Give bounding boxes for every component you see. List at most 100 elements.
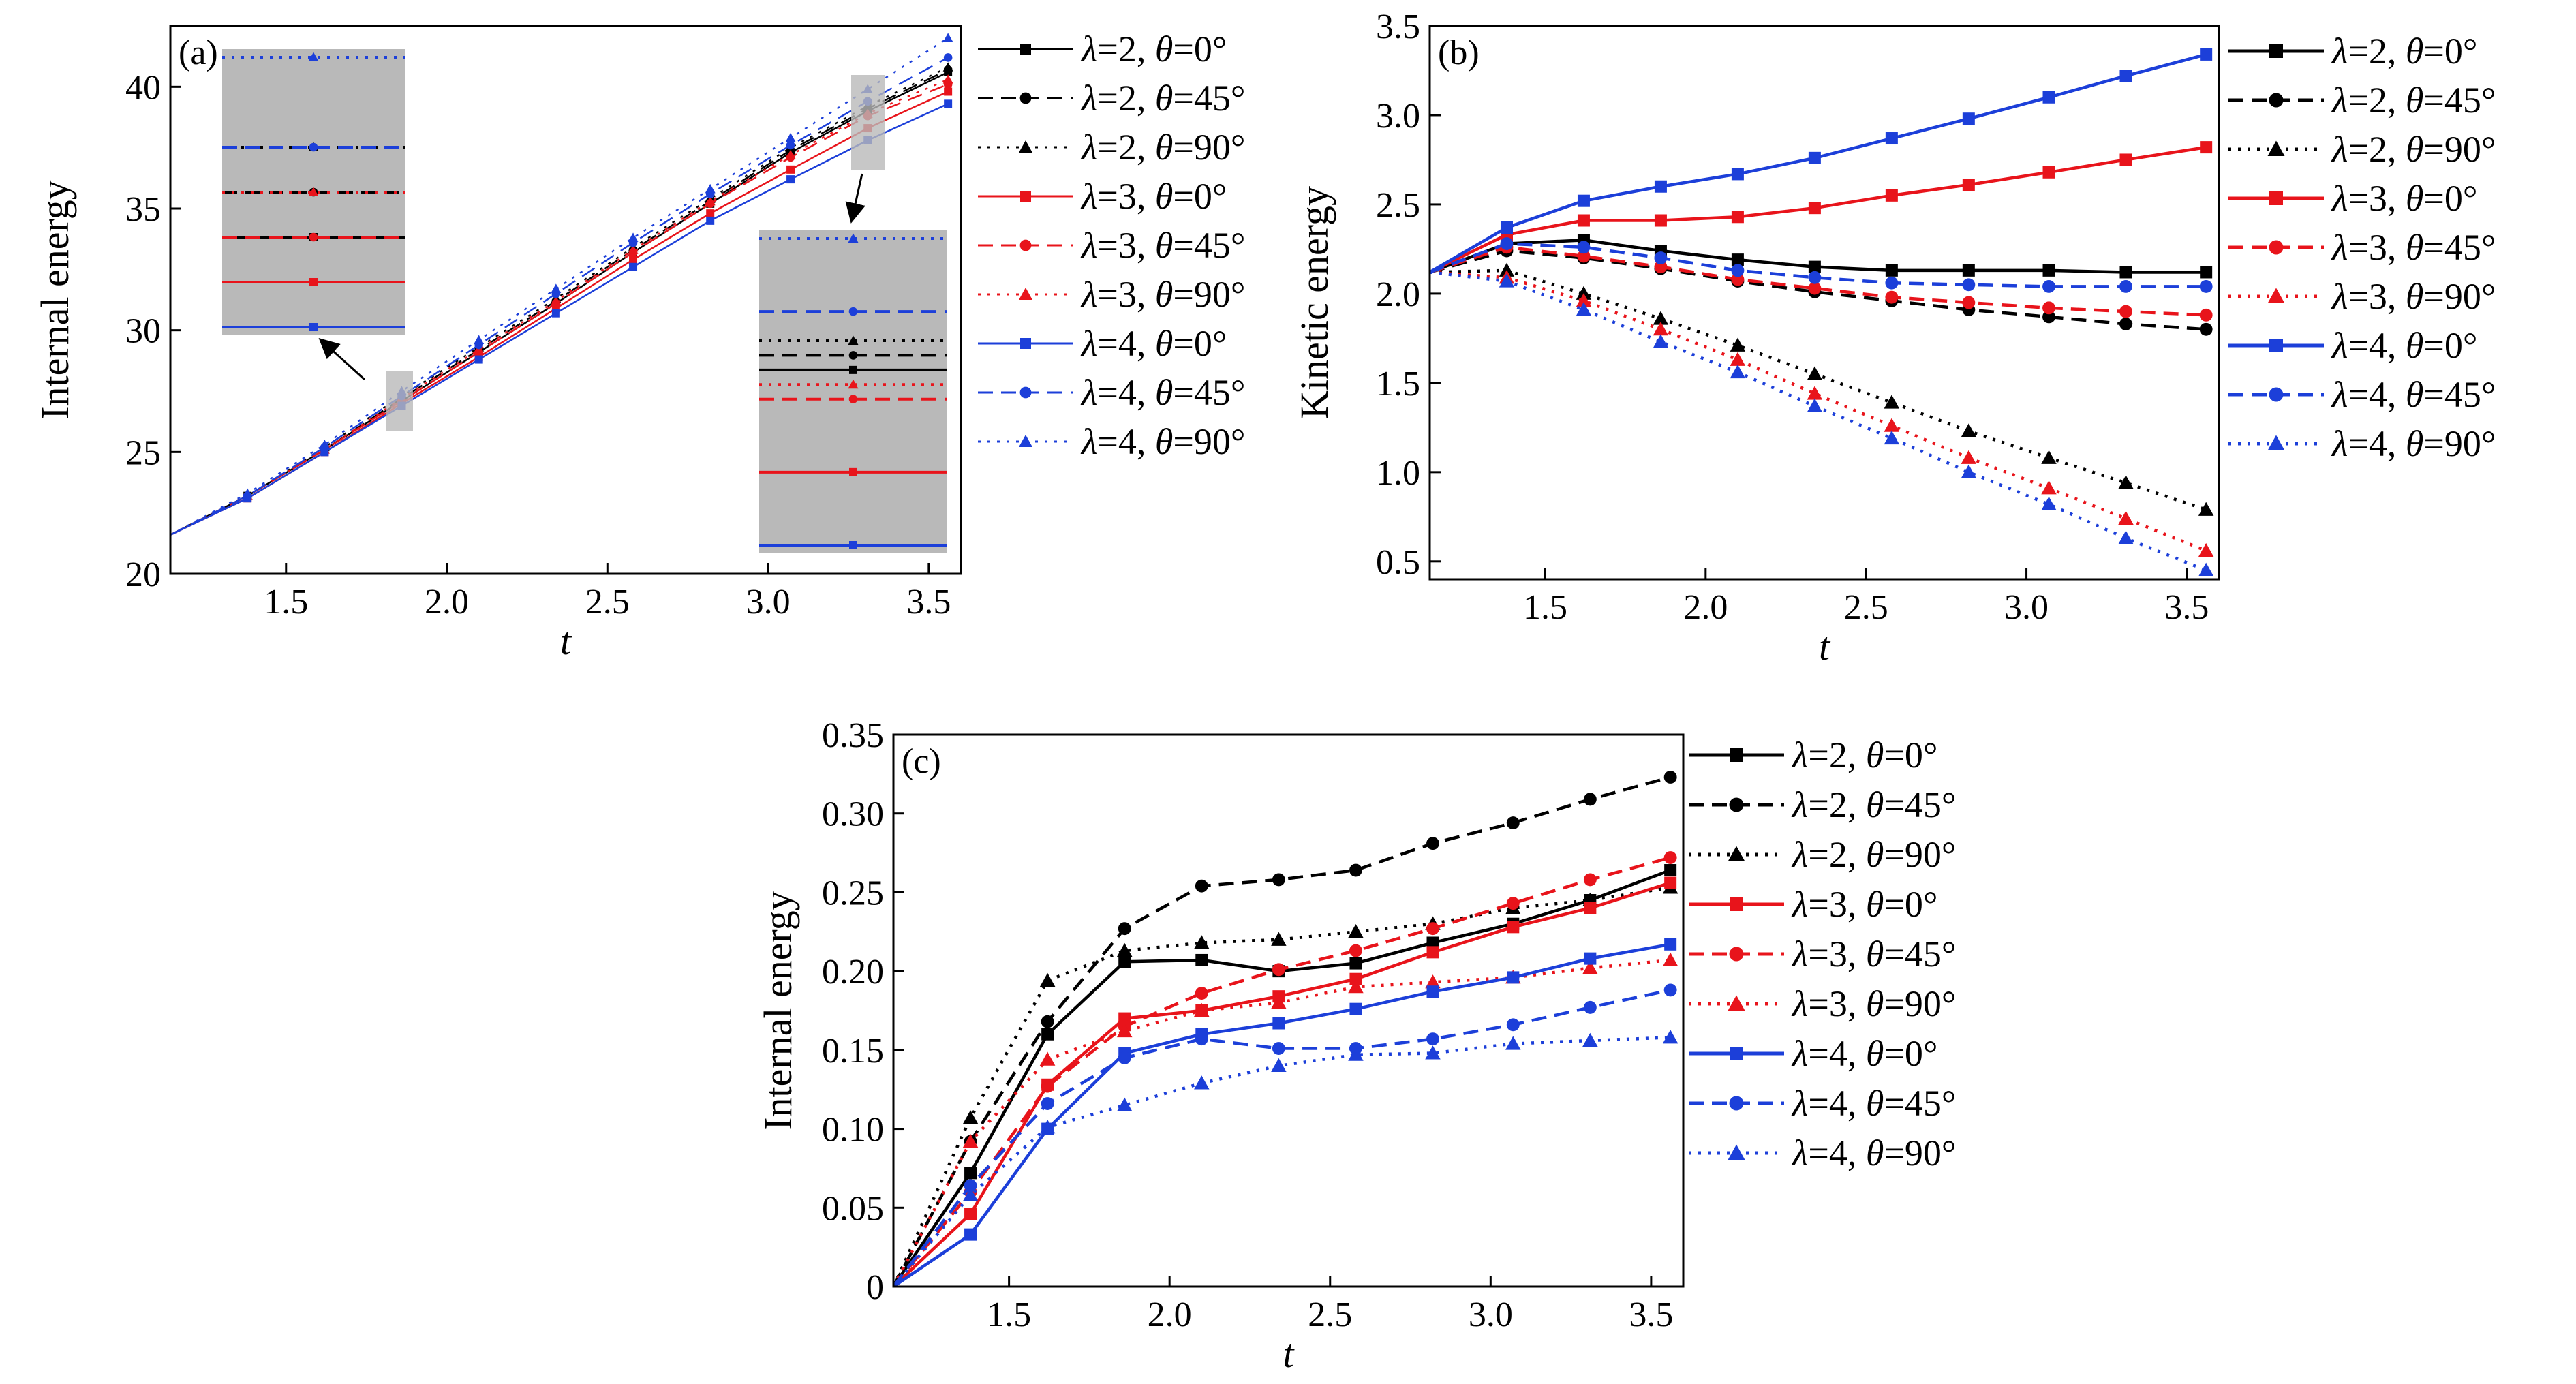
legend-marker-a-7 xyxy=(1019,386,1032,399)
data-point-b-5-5 xyxy=(1807,386,1823,400)
data-point-a-5-6 xyxy=(628,245,639,254)
series-line-b-8 xyxy=(1430,271,2207,572)
data-point-b-7-6 xyxy=(1885,276,1899,290)
data-point-c-5-6 xyxy=(1348,979,1364,994)
plot-frame-c xyxy=(892,733,1685,1288)
y-tick-label-c-7: 0.35 xyxy=(822,716,884,755)
y-tick-label-a-1: 25 xyxy=(125,433,161,472)
data-point-c-3-10 xyxy=(1664,876,1677,889)
data-point-c-8-6 xyxy=(1348,1047,1364,1061)
legend-label-c-8: λ=4, θ=90° xyxy=(1791,1133,1956,1173)
data-point-c-4-7 xyxy=(1426,922,1439,936)
x-axis-label-a: t xyxy=(560,619,572,663)
data-point-c-6-6 xyxy=(1349,1002,1362,1015)
data-point-b-8-7 xyxy=(1961,464,1977,478)
data-point-b-2-2 xyxy=(1576,286,1592,300)
data-point-b-0-7 xyxy=(1962,264,1975,277)
legend-label-b-7: λ=4, θ=45° xyxy=(2331,374,2496,415)
series-line-b-4 xyxy=(1430,245,2207,317)
zoom-inset-right-marker-5 xyxy=(848,379,859,389)
legend-marker-c-6 xyxy=(1730,1047,1743,1060)
data-point-b-5-9 xyxy=(2118,510,2134,525)
y-tick-label-b-6: 3.5 xyxy=(1376,7,1420,46)
series-line-b-1 xyxy=(1430,249,2207,331)
y-tick-label-b-3: 2.0 xyxy=(1376,275,1420,314)
legend-marker-b-7 xyxy=(2269,387,2284,402)
series-line-b-2 xyxy=(1430,268,2207,511)
data-point-c-2-5 xyxy=(1271,932,1287,946)
data-point-c-1-3 xyxy=(1118,922,1131,936)
data-point-b-4-6 xyxy=(1885,290,1899,304)
legend-label-a-4: λ=3, θ=45° xyxy=(1080,225,1245,266)
data-point-b-4-4 xyxy=(1731,273,1745,286)
data-point-b-0-5 xyxy=(1808,260,1821,273)
data-point-a-7-8 xyxy=(786,140,795,150)
panel-tag-a: (a) xyxy=(179,33,218,72)
legend-marker-b-5 xyxy=(2267,288,2285,303)
data-point-b-5-2 xyxy=(1576,293,1592,307)
data-point-b-4-9 xyxy=(2119,305,2132,318)
series-line-a-7 xyxy=(170,57,949,536)
data-point-c-2-3 xyxy=(1116,942,1133,957)
data-point-c-7-2 xyxy=(1041,1097,1054,1110)
legend-marker-a-3 xyxy=(1020,191,1031,202)
legend-label-a-7: λ=4, θ=45° xyxy=(1080,372,1245,413)
data-point-b-8-1 xyxy=(1499,273,1515,288)
x-tick-label-a-3: 3.0 xyxy=(746,583,791,621)
legend-marker-a-6 xyxy=(1020,338,1031,349)
series-line-c-7 xyxy=(893,988,1671,1287)
series-line-c-1 xyxy=(893,775,1671,1287)
panel-tag-c: (c) xyxy=(902,742,941,781)
data-point-b-7-8 xyxy=(2042,279,2055,293)
zoom-inset-right-marker-3 xyxy=(849,467,857,476)
zoom-inset-right-marker-2 xyxy=(848,335,859,345)
x-tick-label-b-4: 3.5 xyxy=(2164,588,2209,627)
y-axis-label-c: Internal energy xyxy=(756,891,800,1131)
data-point-a-3-7 xyxy=(706,209,715,218)
data-point-c-1-4 xyxy=(1195,879,1208,893)
x-axis-label-c: t xyxy=(1283,1332,1295,1376)
legend-marker-a-4 xyxy=(1019,239,1032,251)
legend-label-a-5: λ=3, θ=90° xyxy=(1080,274,1245,315)
data-point-b-5-6 xyxy=(1884,418,1900,432)
data-point-b-3-4 xyxy=(1731,211,1744,224)
legend-label-b-4: λ=3, θ=45° xyxy=(2331,227,2496,268)
y-tick-label-b-0: 0.5 xyxy=(1376,543,1420,582)
data-point-b-3-10 xyxy=(2200,141,2213,154)
data-point-b-3-2 xyxy=(1577,214,1590,227)
legend-marker-b-0 xyxy=(2269,44,2283,58)
data-point-c-5-2 xyxy=(1039,1051,1056,1066)
data-point-c-4-10 xyxy=(1663,851,1677,864)
data-point-b-5-4 xyxy=(1730,352,1746,366)
data-point-a-3-6 xyxy=(629,256,638,264)
data-point-b-4-2 xyxy=(1577,249,1591,263)
zoom-insets xyxy=(222,49,947,553)
y-tick-label-b-4: 2.5 xyxy=(1376,186,1420,225)
data-point-c-4-4 xyxy=(1195,987,1208,1000)
x-tick-label-a-4: 3.5 xyxy=(906,583,951,621)
data-point-c-0-6 xyxy=(1349,957,1362,970)
data-point-b-7-1 xyxy=(1500,237,1514,251)
panel-tag-b: (b) xyxy=(1438,33,1479,72)
series-line-c-4 xyxy=(893,856,1671,1287)
data-point-b-3-5 xyxy=(1808,202,1821,215)
plot-frame-b xyxy=(1428,25,2220,581)
data-point-b-3-8 xyxy=(2042,166,2055,179)
data-point-c-0-2 xyxy=(1041,1028,1054,1041)
plot-area-c xyxy=(893,771,1678,1287)
panel-a: 1.5 2.0 2.5 3.0 3.5 20 25 30 35 40 t Internal energ… xyxy=(33,25,1245,663)
data-point-b-4-5 xyxy=(1808,281,1822,295)
legend-b: λ=2, θ=0° λ=2, θ=45° λ=2, θ=90° λ=3, θ=0° λ=… xyxy=(2228,31,2496,464)
legend-marker-c-7 xyxy=(1729,1096,1744,1111)
legend-label-c-6: λ=4, θ=0° xyxy=(1791,1033,1937,1074)
y-tick-label-a-2: 30 xyxy=(125,312,161,351)
zoom-arrow-right xyxy=(845,173,865,224)
zoom-inset-right-marker-6 xyxy=(849,541,857,549)
zoom-inset-left xyxy=(222,49,405,335)
data-point-b-7-2 xyxy=(1577,241,1591,254)
data-point-b-2-6 xyxy=(1884,395,1900,409)
legend-label-a-0: λ=2, θ=0° xyxy=(1080,29,1227,70)
legend-label-b-3: λ=3, θ=0° xyxy=(2331,178,2477,219)
data-point-c-3-1 xyxy=(964,1208,977,1220)
legend-label-b-8: λ=4, θ=90° xyxy=(2331,423,2496,464)
